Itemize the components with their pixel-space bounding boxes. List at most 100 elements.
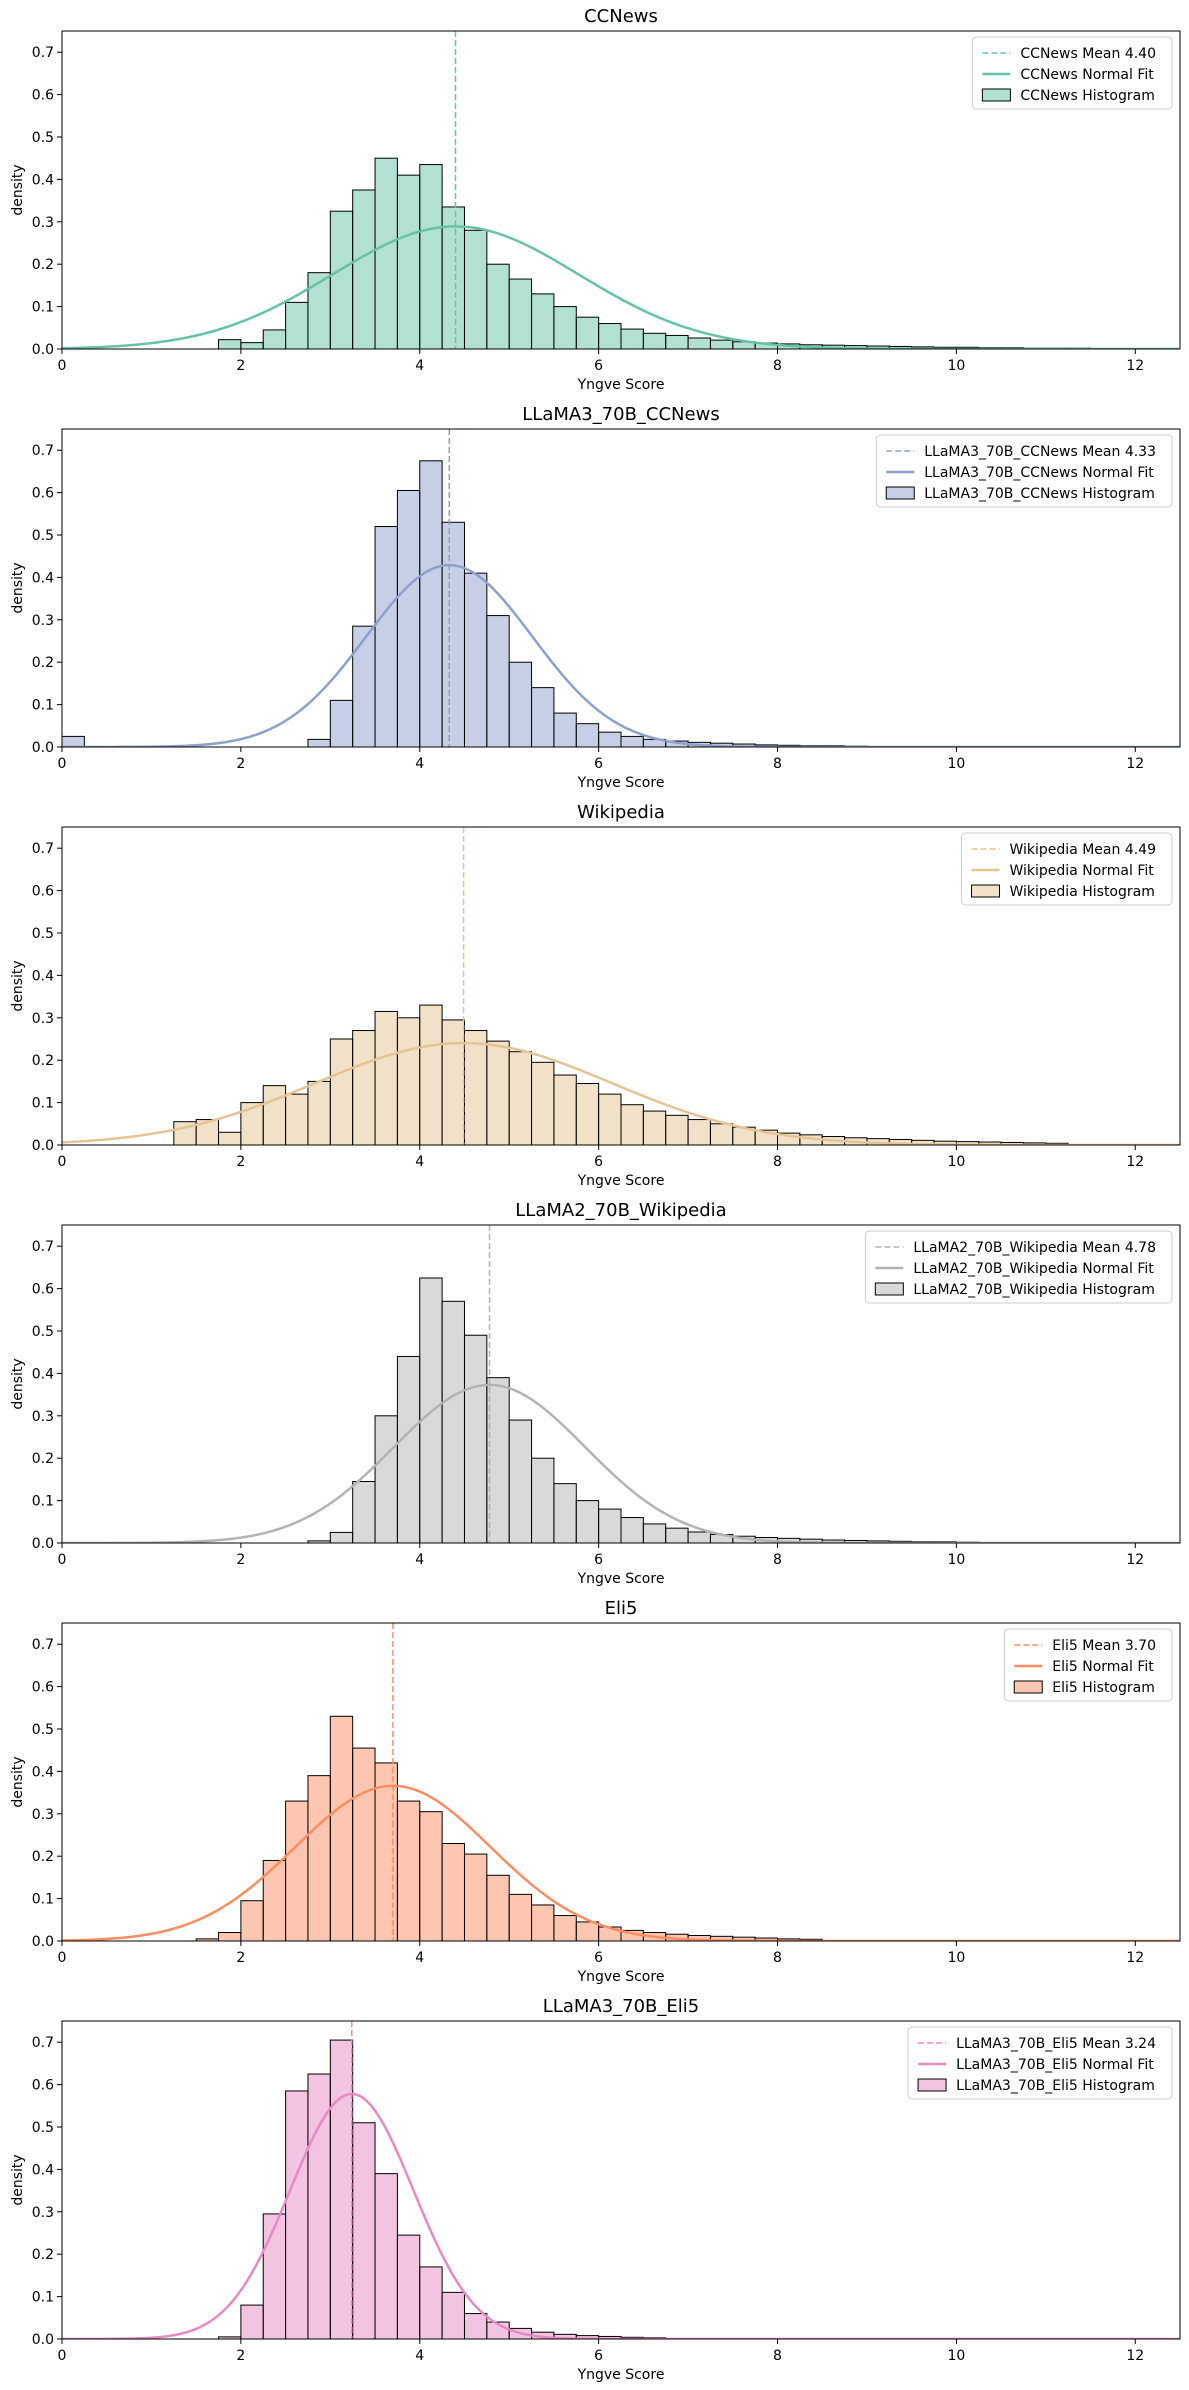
histogram-bar [307,1080,331,1145]
y-tick-label: 0.1 [32,1096,54,1112]
legend-label: Eli5 Mean 3.70 [1052,1638,1156,1654]
y-tick-label: 0.2 [32,1451,54,1467]
histogram-bar [285,1800,309,1941]
subplot-title: Wikipedia [577,802,665,823]
legend-box [864,1230,1173,1304]
x-tick-label: 8 [773,1154,782,1170]
x-tick-label: 6 [594,756,603,772]
legend-label: LLaMA3_70B_CCNews Histogram [924,486,1155,502]
x-tick-label: 6 [594,1154,603,1170]
histogram-bar [240,2304,264,2339]
y-tick-label: 0.0 [32,740,54,756]
y-tick-label: 0.5 [32,130,54,146]
legend-label: LLaMA3_70B_Eli5 Normal Fit [956,2057,1154,2073]
subplot-title: Eli5 [605,1598,638,1619]
subplot-5: Eli5 0 2 4 6 8 10 12 0.0 0.1 0.2 0.3 0.4 0.5 0.6 0.7 Yng… [10,1598,1181,1985]
histogram-bar [329,1038,354,1145]
x-tick-label: 8 [773,1950,782,1966]
histogram-bar [329,1531,354,1543]
subplot-4: LLaMA2_70B_Wikipedia 0 2 4 6 8 10 12 0.0 0.1 0.2 0.… [10,1200,1181,1587]
histogram-bar [262,329,287,349]
histogram-bar [396,2234,421,2339]
histogram-bar [486,615,510,747]
histogram-bar [575,723,600,747]
legend-box [1003,1628,1173,1702]
x-tick-label: 6 [594,1552,603,1568]
histogram-bar [218,1932,242,1941]
y-tick-label: 0.1 [32,300,54,316]
histogram-bar [352,189,376,349]
x-tick-label: 10 [947,2348,965,2364]
y-tick-label: 0.4 [32,1764,54,1780]
subplot-title: LLaMA2_70B_Wikipedia [515,1200,726,1221]
normal-fit-curve [62,563,1180,747]
x-tick-label: 12 [1126,358,1144,374]
legend-label: CCNews Mean 4.40 [1020,46,1156,62]
y-tick-label: 0.0 [32,1138,54,1154]
legend: Wikipedia Mean 4.49 Wikipedia Normal Fit W… [961,832,1173,906]
histogram-bar [419,2266,443,2339]
plot-area [62,2021,1180,2339]
subplot-title: CCNews [584,6,658,27]
x-tick-label: 8 [773,756,782,772]
histogram-bar [419,1811,443,1941]
legend-label: Wikipedia Normal Fit [1010,863,1155,879]
y-tick-label: 0.7 [32,45,54,61]
histogram-bar [463,1334,488,1543]
histogram-bar [240,342,264,349]
x-tick-label: 0 [58,358,67,374]
x-tick-label: 0 [58,1154,67,1170]
histogram-bar [709,1123,734,1145]
normal-fit-curve [62,1784,1180,1941]
x-tick-label: 4 [415,358,424,374]
normal-fit-curve [62,1383,1180,1543]
legend-label: CCNews Normal Fit [1020,67,1154,83]
histogram-bar [329,699,354,747]
y-tick-label: 0.2 [32,257,54,273]
x-tick-label: 8 [773,2348,782,2364]
x-tick-label: 4 [415,1950,424,1966]
x-tick-label: 6 [594,1950,603,1966]
legend-handle-hist [874,1282,904,1296]
y-axis-label: density [10,562,26,613]
histogram-bar [575,316,600,349]
y-tick-label: 0.6 [32,2078,54,2094]
histogram-bar [441,206,465,349]
legend-label: LLaMA3_70B_Eli5 Mean 3.24 [956,2036,1156,2052]
histogram-bar [486,263,510,349]
histogram-bar [441,521,465,747]
histogram-bar [665,1114,689,1145]
y-tick-label: 0.5 [32,1722,54,1738]
x-tick-label: 12 [1126,2348,1144,2364]
histogram-bar [531,1457,555,1543]
x-tick-label: 2 [236,756,245,772]
histogram-bar [463,229,488,349]
x-tick-label: 4 [415,1552,424,1568]
x-tick-label: 8 [773,1552,782,1568]
legend-handle-hist [885,486,915,500]
y-tick-label: 0.3 [32,1409,54,1425]
y-tick-label: 0.6 [32,1282,54,1298]
histogram-bar [463,1030,488,1145]
histogram-bar [307,1775,331,1941]
legend-box [971,36,1173,110]
histogram-bar [531,293,555,349]
histogram-bar [508,1051,533,1145]
y-tick-label: 0.7 [32,841,54,857]
y-tick-label: 0.3 [32,2205,54,2221]
subplot-1: CCNews 0 2 4 6 8 10 12 0.0 0.1 0.2 0.3 0.4 0.5 0.6 0.7 Y… [10,6,1181,393]
histogram-bar [396,1800,421,1941]
x-axis-label: Yngve Score [577,775,665,791]
legend-box [961,832,1173,906]
subplot-3: Wikipedia 0 2 4 6 8 10 12 0.0 0.1 0.2 0.3 0.4 0.5 0.6 0… [10,802,1181,1189]
histogram-bar [508,661,533,747]
histogram-bar [463,2313,488,2339]
histogram-bar [240,1900,264,1941]
y-tick-label: 0.0 [32,2332,54,2348]
y-tick-label: 0.3 [32,613,54,629]
legend-label: Eli5 Normal Fit [1052,1659,1154,1675]
histogram-bar [508,278,533,349]
y-tick-label: 0.1 [32,698,54,714]
legend-label: LLaMA3_70B_Eli5 Histogram [956,2078,1155,2094]
x-tick-label: 12 [1126,1552,1144,1568]
